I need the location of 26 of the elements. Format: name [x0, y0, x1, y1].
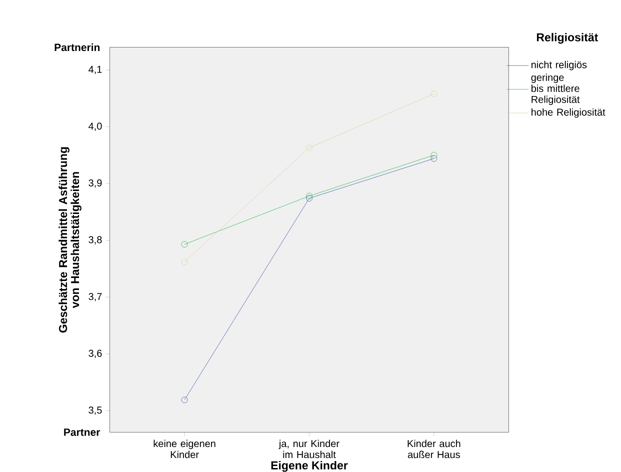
x-tick-label: Kinder auch außer Haus [408, 440, 460, 458]
point [306, 192, 312, 200]
legend-label: hohe Religiosität [532, 108, 606, 118]
x-axis-title: Eigene Kinder [271, 461, 348, 472]
y-tick-label: 3,9 [88, 179, 102, 188]
y-tick-label: 4,1 [88, 66, 102, 74]
y-tick-label: 4,0 [88, 122, 102, 131]
y-tick-label: 3,6 [88, 350, 102, 358]
x-tick-label: ja, nur Kinder im Haushalt [278, 440, 340, 458]
y-tick-label: 3,7 [88, 292, 102, 302]
text: Partnerin [54, 43, 100, 52]
y-tick-label: 3,5 [88, 406, 102, 415]
legend-title: Religiosität [536, 32, 598, 44]
y-tick-label: 3,8 [88, 236, 102, 244]
point [430, 155, 438, 162]
point [181, 241, 188, 248]
x-tick-label: keine eigenen Kinder [154, 440, 216, 458]
point [181, 396, 188, 404]
legend-label: nicht religiös [532, 60, 587, 70]
point [306, 195, 312, 202]
point [306, 144, 312, 151]
y-axis-title: Geschätzte Randmittel Asführung von Haushaltstätigkeiten [58, 147, 82, 333]
point [430, 90, 438, 98]
point [430, 152, 438, 158]
point [181, 258, 188, 266]
text: Partner [64, 428, 100, 436]
